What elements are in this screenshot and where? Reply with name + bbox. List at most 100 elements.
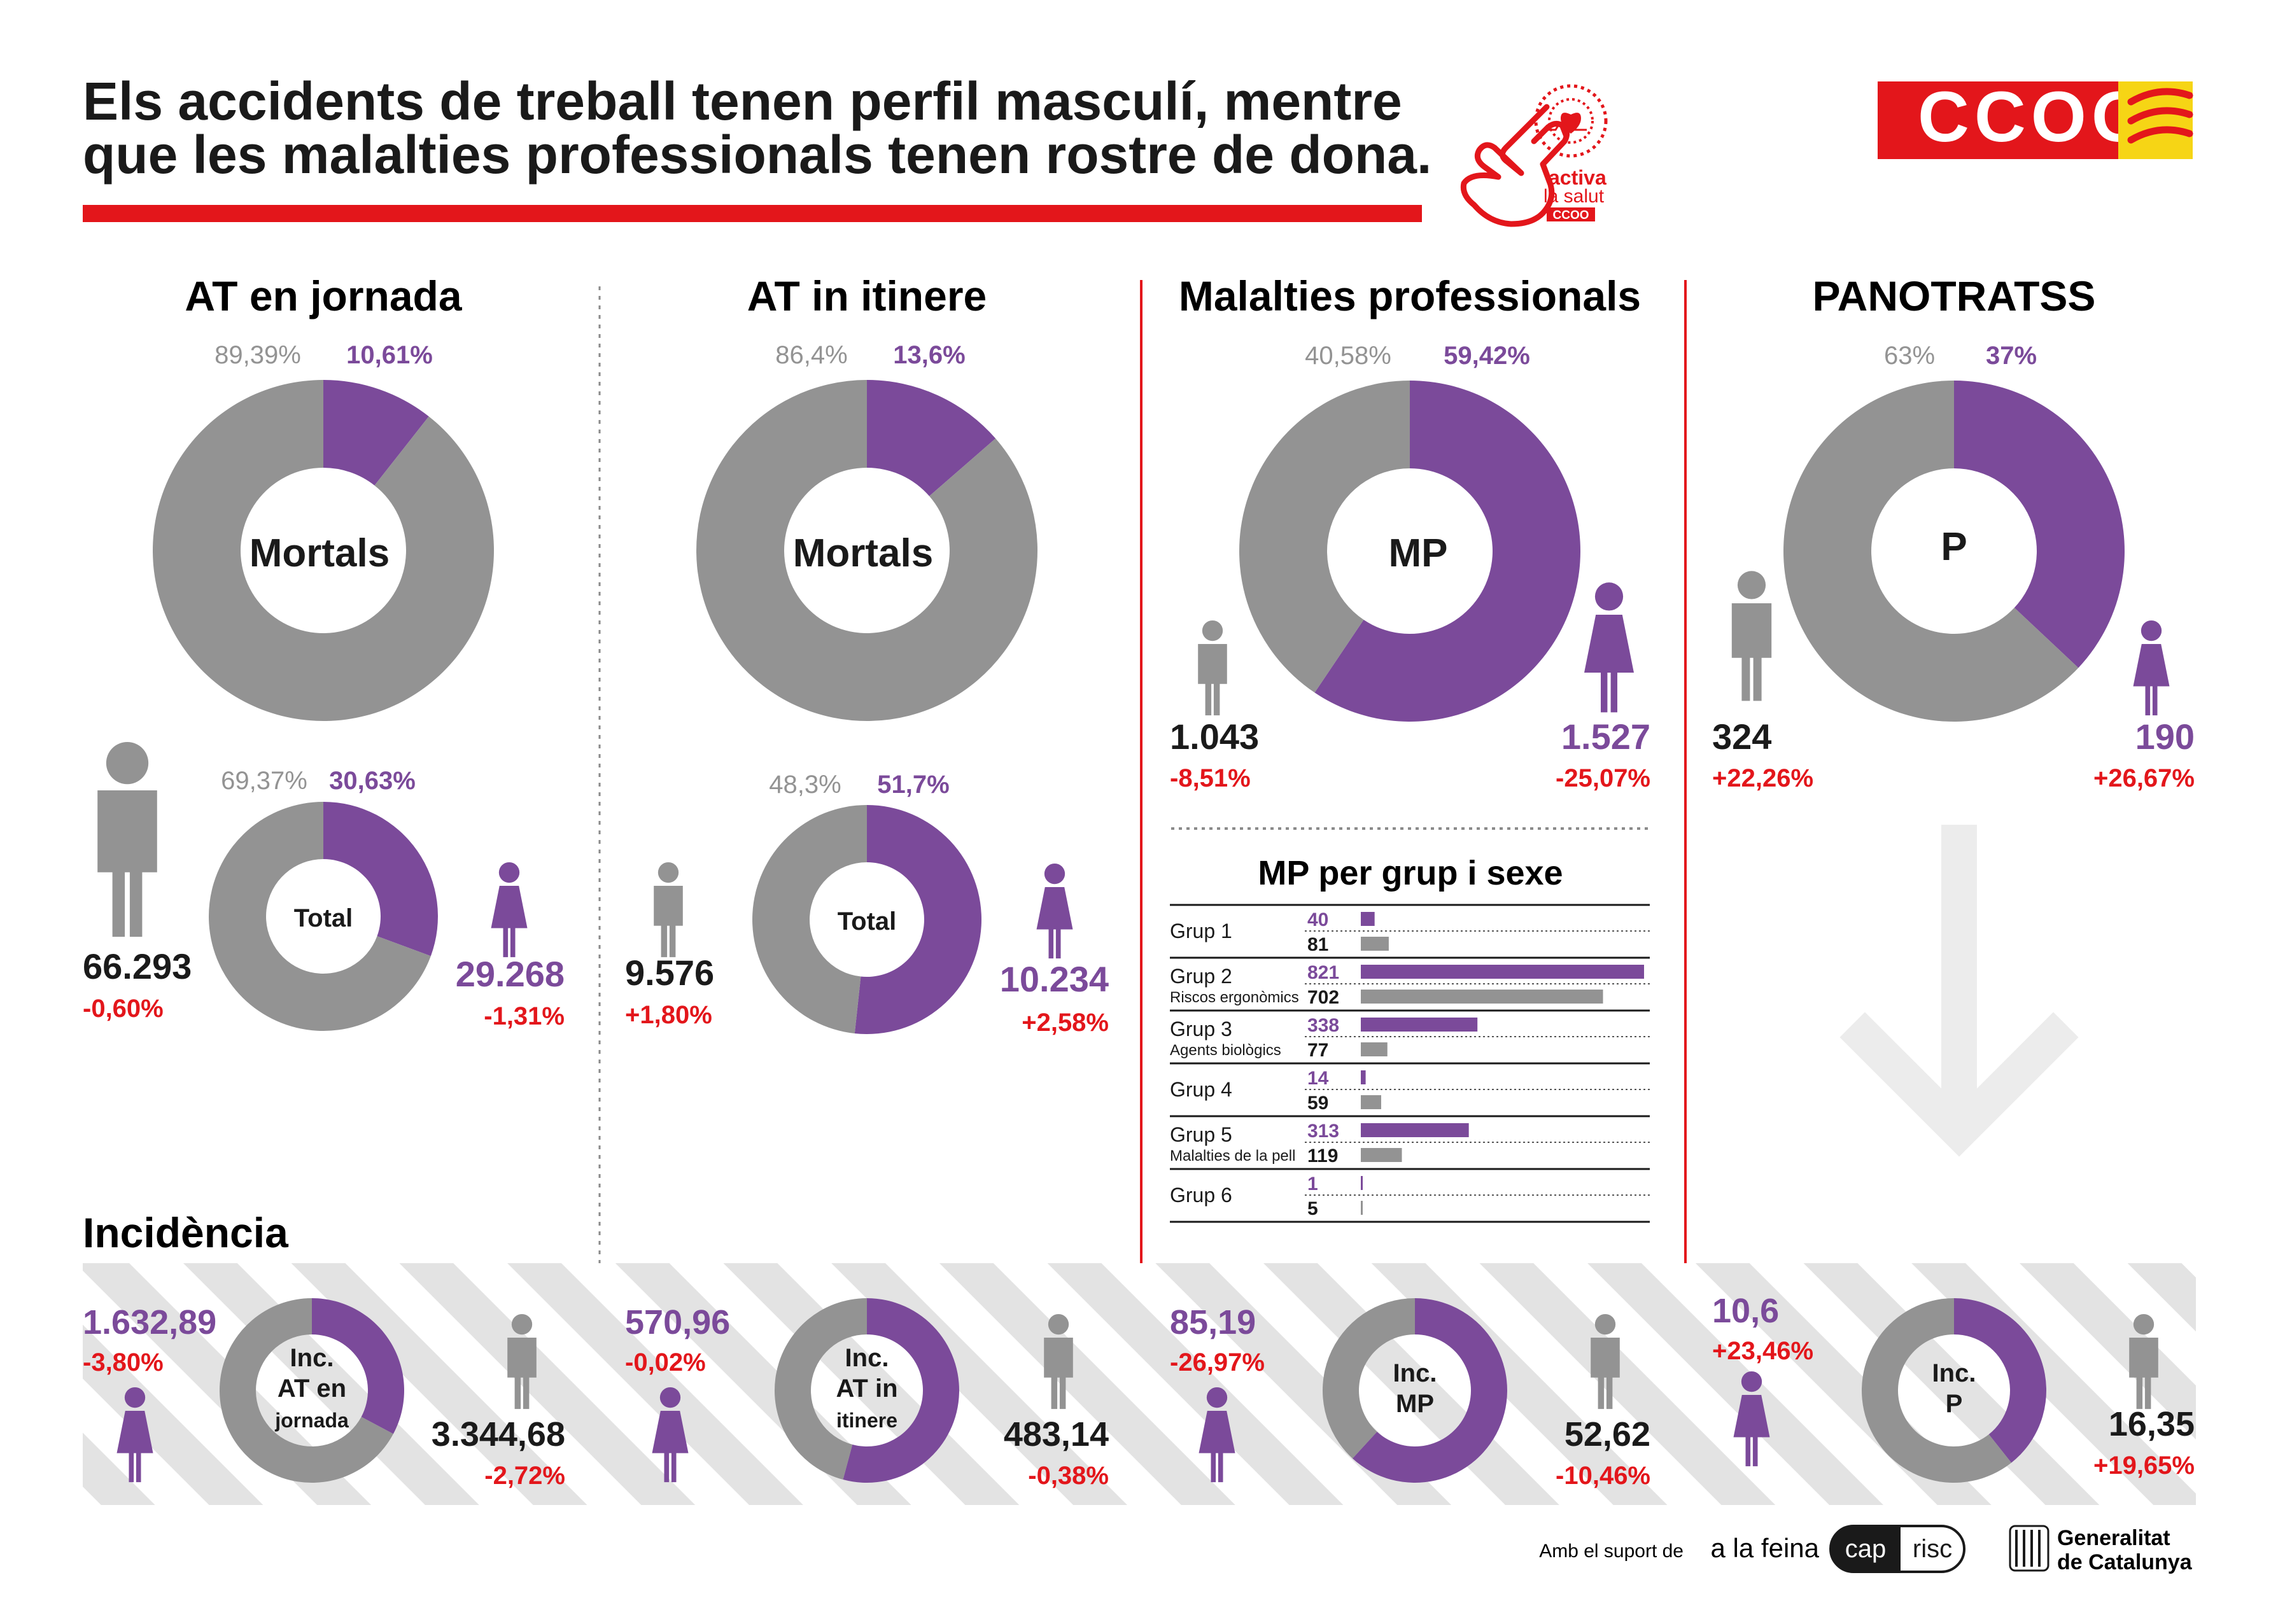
- panotratss-pct-man: 63%: [1884, 342, 1935, 370]
- at-itinere-total-center: Total: [838, 907, 897, 935]
- mp-group-4-name: Grup 4: [1170, 1078, 1232, 1101]
- panotratss-slice-homes: [1783, 381, 2079, 722]
- at-itinere-total-slice-homes: [752, 805, 867, 1033]
- inc-p-man-change: +19,65%: [2093, 1452, 2195, 1480]
- man-icon-mp-head: [1202, 620, 1223, 641]
- woman-icon-at-itinere: [1036, 863, 1073, 959]
- at-itinere-man-value: 9.576: [625, 953, 714, 993]
- inc-at-itinere-woman-icon-body: [652, 1411, 689, 1483]
- inc-at-itinere-slice-dones: [843, 1298, 960, 1483]
- inc-mp-woman-icon-head: [1206, 1387, 1228, 1408]
- incidencia-title: Incidència: [83, 1209, 289, 1256]
- inc-at-itinere-man-icon: [1044, 1313, 1073, 1410]
- inc-at-jornada-slice-dones: [312, 1298, 404, 1434]
- at-itinere-mortals-slice-dones: [867, 380, 996, 496]
- inc-p-woman-icon-body: [1733, 1395, 1770, 1467]
- inc-at-jornada-man-change: -2,72%: [484, 1462, 565, 1490]
- mp-group-5-woman-bar: [1361, 1123, 1469, 1137]
- mp-group-4-woman-label: 14: [1307, 1068, 1329, 1089]
- mp-group-2-man-bar: [1361, 990, 1603, 1004]
- woman-icon-mp: [1584, 582, 1634, 713]
- activa-brand-text: CCOO: [1553, 209, 1589, 222]
- inc-p-man-icon-body: [2129, 1338, 2158, 1410]
- inc-at-jornada-woman-change: -3,80%: [83, 1348, 164, 1376]
- inc-p-center-line-2: P: [1946, 1390, 1963, 1418]
- woman-icon-at-itinere-body: [1036, 887, 1073, 959]
- inc-at-itinere-woman-change: -0,02%: [625, 1348, 706, 1376]
- inc-p-man-icon-head: [2133, 1313, 2155, 1335]
- at-jornada-mortals-center: Mortals: [250, 531, 390, 575]
- mp-group-3-woman-bar: [1361, 1018, 1478, 1032]
- at-jornada-man-change: -0,60%: [83, 995, 164, 1023]
- panotratss-woman-change: +26,67%: [2093, 764, 2195, 792]
- at-jornada-mortals-slice-homes: [153, 380, 495, 721]
- mp-group-1-man-label: 81: [1307, 934, 1328, 955]
- at-itinere-woman-change: +2,58%: [1022, 1009, 1109, 1037]
- mp-woman-change: -25,07%: [1556, 764, 1650, 792]
- inc-p-slice-dones: [1954, 1298, 2046, 1463]
- mp-group-3-sub: Agents biològics: [1170, 1042, 1281, 1059]
- inc-mp-woman-change: -26,97%: [1170, 1348, 1265, 1376]
- inc-mp-man-icon: [1591, 1313, 1620, 1410]
- at-jornada-woman-value: 29.268: [456, 954, 565, 994]
- mp-group-6-man-label: 5: [1307, 1198, 1318, 1219]
- inc-mp-man-icon-head: [1594, 1313, 1616, 1335]
- man-icon-mp: [1198, 620, 1227, 716]
- inc-mp-woman-value: 85,19: [1170, 1303, 1256, 1341]
- activa-word: activa: [1549, 166, 1607, 189]
- man-icon-panotratss-head: [1737, 571, 1766, 599]
- inc-mp-center-line-1: Inc.: [1393, 1359, 1437, 1387]
- generalitat-logo-icon: [2009, 1525, 2049, 1572]
- pointing-hand-icon: [1460, 104, 1570, 227]
- inc-at-jornada-woman-icon-body: [116, 1411, 153, 1483]
- inc-at-jornada-slice-homes: [219, 1298, 393, 1483]
- inc-at-itinere-man-change: -0,38%: [1028, 1462, 1109, 1490]
- inc-at-jornada-woman-icon: [116, 1387, 153, 1483]
- inc-p-slice-homes: [1861, 1298, 2012, 1483]
- man-icon-panotratss: [1731, 571, 1772, 701]
- woman-icon-at-jornada: [491, 862, 528, 958]
- at-jornada-total-pct-woman: 30,63%: [329, 767, 416, 795]
- generalitat-line-2: de Catalunya: [2057, 1550, 2193, 1574]
- at-jornada-mortals-pct-man: 89,39%: [214, 341, 301, 369]
- la-salut-word: la salut: [1543, 186, 1605, 207]
- heart-pulse-icon: [1534, 84, 1608, 158]
- at-jornada-mortals-slice-dones: [323, 380, 429, 486]
- woman-icon-at-jornada-head: [498, 862, 520, 883]
- inc-at-jornada-center-line-1: Inc.: [290, 1344, 334, 1372]
- mp-man-change: -8,51%: [1170, 764, 1251, 792]
- woman-icon-mp-body: [1584, 615, 1634, 713]
- inc-mp-man-value: 52,62: [1564, 1415, 1650, 1453]
- mp-group-3-man-bar: [1361, 1042, 1388, 1056]
- ccoo-logo-text: CCOO: [1918, 77, 2152, 157]
- mp-group-5-woman-label: 313: [1307, 1121, 1339, 1142]
- mp-group-1-man-bar: [1361, 937, 1389, 951]
- man-icon-mp-body: [1198, 644, 1227, 716]
- woman-icon-panotratss: [2133, 620, 2170, 716]
- inc-p-woman-icon-head: [1741, 1371, 1762, 1392]
- at-jornada-mortals-pct-woman: 10,61%: [346, 341, 433, 369]
- man-icon-at-jornada-head: [106, 741, 149, 785]
- mp-group-3-woman-label: 338: [1307, 1015, 1339, 1036]
- incidencia-band: [83, 1263, 2196, 1505]
- panotratss-woman-value: 190: [2135, 717, 2195, 757]
- inc-at-itinere-man-value: 483,14: [1004, 1415, 1109, 1453]
- man-icon-panotratss-body: [1731, 603, 1772, 701]
- mp-group-5-name: Grup 5: [1170, 1123, 1232, 1146]
- section-title-at-jornada: AT en jornada: [185, 272, 462, 319]
- panotratss-pct-woman: 37%: [1986, 342, 2037, 370]
- charts-layer: Mortals 89,39% 10,61% Mortals 86,4% 13,6% MP 40…: [83, 341, 2195, 1490]
- man-icon-at-itinere: [654, 862, 683, 958]
- man-icon-at-jornada: [97, 741, 157, 937]
- mp-pct-man: 40,58%: [1305, 342, 1391, 370]
- at-itinere-mortals-slice-homes: [696, 380, 1037, 721]
- mp-group-1-name: Grup 1: [1170, 920, 1232, 942]
- inc-p-woman-change: +23,46%: [1712, 1337, 1813, 1365]
- activa-la-salut-logo: activa la salut CCOO: [1460, 84, 1608, 227]
- mp-group-5-man-label: 119: [1307, 1145, 1338, 1166]
- panotratss-slice-dones: [1954, 381, 2125, 668]
- inc-at-jornada-man-value: 3.344,68: [432, 1415, 565, 1453]
- section-title-panotratss: PANOTRATSS: [1813, 272, 2096, 319]
- mp-group-4-man-bar: [1361, 1095, 1381, 1109]
